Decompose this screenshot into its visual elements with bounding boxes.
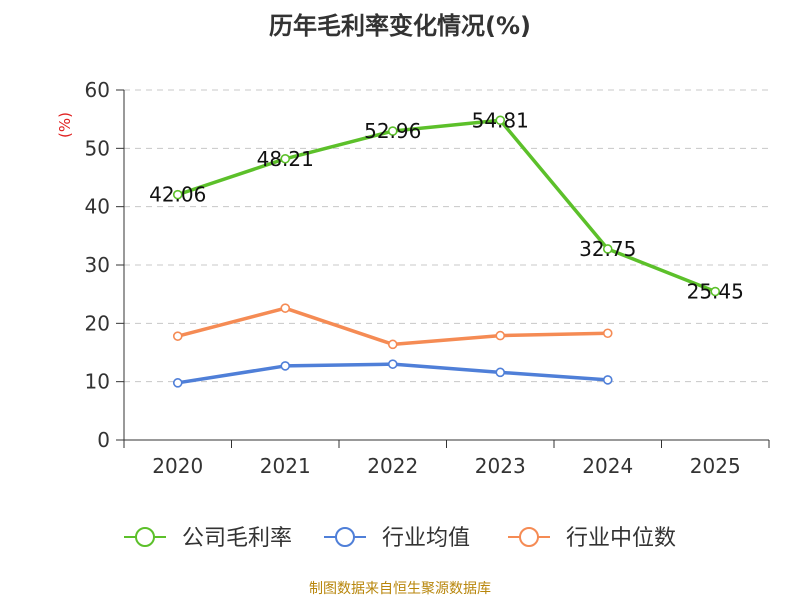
y-tick-label: 30 — [85, 253, 110, 277]
y-tick-label: 10 — [85, 370, 110, 394]
y-tick-label: 0 — [97, 428, 110, 452]
series-line-0 — [177, 118, 716, 294]
data-label: 42.06 — [149, 183, 206, 207]
legend-marker-1 — [335, 527, 355, 547]
data-label: 25.45 — [687, 280, 744, 304]
legend-label-2: 行业中位数 — [566, 526, 676, 551]
source-note: 制图数据来自恒生聚源数据库 — [309, 581, 491, 597]
y-tick-label: 20 — [85, 311, 110, 335]
series-point-0 — [710, 286, 721, 297]
series-line-2 — [177, 306, 608, 347]
series-point-1 — [172, 378, 183, 388]
series-point-0 — [387, 126, 398, 136]
x-tick-label: 2022 — [367, 454, 418, 478]
y-axis-unit-label: (%) — [56, 112, 74, 138]
chart-title: 历年毛利率变化情况(%) — [269, 12, 531, 40]
x-tick-label: 2025 — [690, 454, 741, 478]
series-point-1 — [495, 367, 506, 378]
series-point-2 — [172, 331, 183, 341]
legend-label-1: 行业均值 — [382, 526, 470, 551]
y-tick-label: 40 — [85, 195, 110, 219]
legend-marker-2 — [519, 527, 539, 547]
series-point-2 — [602, 328, 613, 339]
data-label: 54.81 — [472, 108, 529, 132]
x-tick-label: 2024 — [582, 454, 633, 478]
legend-marker-0 — [135, 527, 155, 547]
x-tick-label: 2023 — [475, 454, 526, 478]
series-point-0 — [172, 189, 183, 200]
data-label: 32.75 — [579, 237, 636, 261]
series-point-2 — [495, 330, 506, 341]
legend-label-0: 公司毛利率 — [182, 526, 292, 551]
series-point-0 — [280, 153, 291, 164]
series-point-0 — [495, 115, 506, 126]
series-point-1 — [280, 361, 291, 371]
x-tick-label: 2021 — [260, 454, 311, 478]
x-tick-label: 2020 — [152, 454, 203, 478]
y-tick-label: 50 — [85, 136, 110, 160]
series-point-1 — [602, 375, 613, 385]
series-point-0 — [602, 244, 613, 254]
y-tick-label: 60 — [85, 78, 110, 102]
series-point-2 — [387, 339, 398, 350]
data-label: 52.96 — [364, 119, 421, 143]
data-label: 48.21 — [257, 147, 314, 171]
series-point-1 — [387, 359, 398, 369]
series-point-2 — [280, 303, 291, 313]
